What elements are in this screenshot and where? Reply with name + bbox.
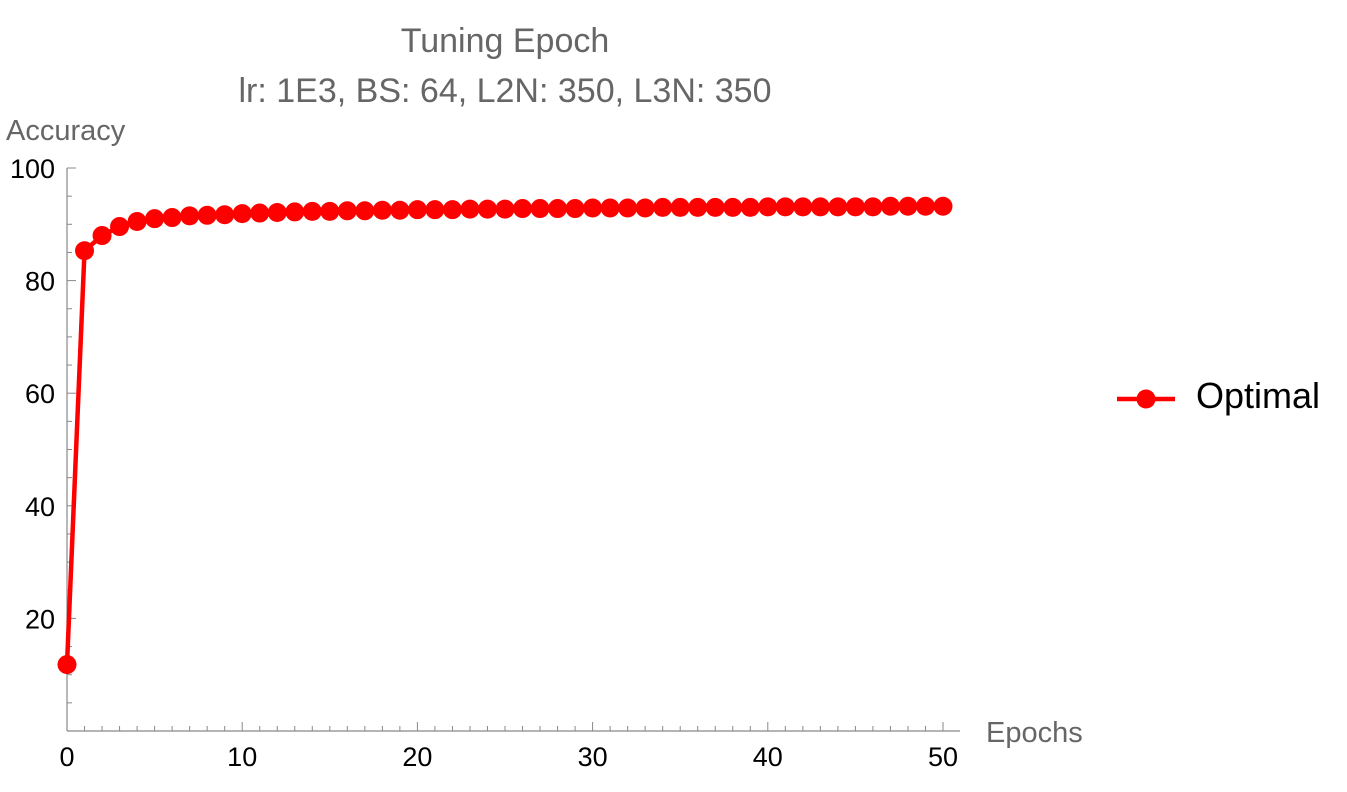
data-point — [635, 198, 655, 218]
series-group — [57, 196, 953, 675]
data-point — [915, 196, 935, 216]
data-point — [267, 202, 287, 222]
data-point — [495, 199, 515, 219]
data-point — [407, 200, 427, 220]
data-point — [215, 205, 235, 225]
data-point — [828, 197, 848, 217]
x-tick-label: 20 — [402, 742, 432, 772]
data-point — [232, 204, 252, 224]
ticks — [66, 167, 944, 731]
data-point — [390, 200, 410, 220]
y-tick-label: 40 — [25, 492, 55, 522]
x-axis-title: Epochs — [986, 717, 1083, 749]
data-point — [723, 197, 743, 217]
data-point — [933, 196, 953, 216]
data-point — [740, 197, 760, 217]
data-point — [653, 197, 673, 217]
data-point — [320, 201, 340, 221]
data-point — [460, 199, 480, 219]
x-tick-label: 50 — [928, 742, 958, 772]
data-point — [845, 197, 865, 217]
data-point — [513, 199, 533, 219]
y-tick-label: 20 — [25, 604, 55, 634]
data-point — [688, 197, 708, 217]
data-point — [337, 201, 357, 221]
legend-marker — [1136, 389, 1156, 409]
x-tick-label: 10 — [227, 742, 257, 772]
y-axis-title: Accuracy — [6, 115, 126, 147]
legend: Optimal — [1117, 375, 1320, 416]
chart-title: Tuning Epoch — [401, 22, 610, 60]
data-point — [618, 198, 638, 218]
data-point — [302, 201, 322, 221]
data-point — [863, 197, 883, 217]
data-point — [162, 208, 182, 228]
x-tick-label: 40 — [753, 742, 783, 772]
data-point — [75, 241, 95, 261]
data-point — [793, 197, 813, 217]
data-point — [442, 200, 462, 220]
data-point — [250, 203, 270, 223]
chart-subtitle: lr: 1E3, BS: 64, L2N: 350, L3N: 350 — [239, 72, 772, 110]
data-point — [600, 198, 620, 218]
data-point — [477, 199, 497, 219]
data-point — [583, 198, 603, 218]
data-point — [898, 196, 918, 216]
legend-label-optimal: Optimal — [1196, 375, 1320, 416]
x-tick-label: 0 — [59, 742, 74, 772]
data-point — [127, 211, 147, 231]
data-point — [355, 201, 375, 221]
data-point — [372, 200, 392, 220]
data-point — [285, 202, 305, 222]
data-point — [425, 200, 445, 220]
data-point — [705, 197, 725, 217]
data-point — [180, 206, 200, 226]
series-line-0 — [64, 204, 943, 665]
data-point — [810, 197, 830, 217]
data-point — [57, 655, 77, 675]
y-tick-label: 100 — [10, 154, 55, 184]
y-tick-label: 60 — [25, 379, 55, 409]
tick-labels: 0 10 20 30 40 50 20 40 60 80 100 — [10, 154, 958, 772]
data-point — [92, 226, 112, 246]
data-point — [775, 197, 795, 217]
data-point — [197, 205, 217, 225]
y-tick-label: 80 — [25, 267, 55, 297]
data-point — [110, 217, 130, 237]
data-point — [565, 199, 585, 219]
data-point — [530, 199, 550, 219]
data-point — [548, 199, 568, 219]
data-point — [670, 197, 690, 217]
data-point — [758, 197, 778, 217]
data-point — [880, 196, 900, 216]
data-point — [145, 209, 165, 229]
x-tick-label: 30 — [578, 742, 608, 772]
